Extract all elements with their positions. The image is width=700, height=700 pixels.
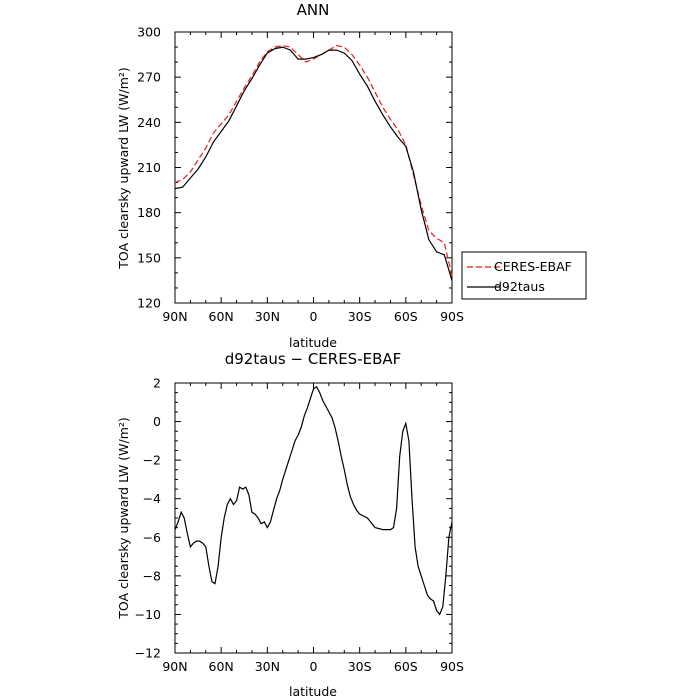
- y-tick-label: 240: [137, 115, 161, 130]
- bottom-panel-title: d92taus − CERES-EBAF: [225, 350, 402, 368]
- x-tick-label: 90S: [440, 309, 464, 324]
- y-tick-label: −6: [143, 530, 161, 545]
- y-tick-label: 270: [137, 70, 161, 85]
- y-tick-label: 2: [153, 376, 161, 391]
- y-tick-label: 210: [137, 160, 161, 175]
- top-panel-title: ANN: [297, 1, 330, 19]
- x-tick-label: 60S: [394, 309, 418, 324]
- x-tick-label: 90N: [162, 309, 187, 324]
- top-y-axis-label: TOA clearsky upward LW (W/m²): [116, 67, 131, 270]
- top-x-axis-label: latitude: [289, 335, 337, 350]
- y-tick-label: −10: [135, 607, 161, 622]
- top-series-layer: [174, 44, 453, 281]
- y-tick-label: 0: [153, 414, 161, 429]
- bottom-y-axis: 2 0 −2 −4 −6 −8 −10 −12: [135, 376, 452, 661]
- legend: CERES-EBAF d92taus: [461, 251, 587, 300]
- legend-box: [461, 251, 587, 300]
- top-y-axis: 120 150 180 210 240 270 300: [137, 25, 452, 311]
- x-tick-label: 60N: [209, 309, 234, 324]
- x-tick-label: 60S: [394, 659, 418, 674]
- x-tick-label: 30S: [348, 659, 372, 674]
- y-tick-label: 150: [137, 250, 161, 265]
- series-line-ceres-ebaf: [174, 44, 453, 277]
- x-tick-label: 0: [310, 659, 318, 674]
- bottom-x-axis-label: latitude: [289, 684, 337, 699]
- y-tick-label: −2: [143, 453, 161, 468]
- y-tick-label: 180: [137, 205, 161, 220]
- x-tick-label: 90N: [162, 659, 187, 674]
- series-line-d92taus: [174, 46, 453, 281]
- y-tick-label: 300: [137, 25, 161, 40]
- bottom-panel: d92taus − CERES-EBAF 90N 60N 30N 0 30S 60S 90S…: [116, 350, 464, 699]
- y-tick-label: −12: [135, 646, 161, 661]
- top-panel: ANN 90N 60N 30N 0 30S 60S 90S 120 150 180 210 240 2…: [116, 1, 587, 350]
- top-x-axis: 90N 60N 30N 0 30S 60S 90S: [162, 32, 464, 324]
- y-tick-label: 120: [137, 296, 161, 311]
- x-tick-label: 30N: [255, 309, 280, 324]
- legend-label-ceres-ebaf: CERES-EBAF: [494, 259, 572, 274]
- bottom-x-axis: 90N 60N 30N 0 30S 60S 90S: [162, 383, 464, 674]
- y-tick-label: −8: [143, 568, 161, 583]
- bottom-series-layer: [174, 386, 453, 616]
- bottom-y-axis-label: TOA clearsky upward LW (W/m²): [116, 417, 131, 620]
- series-line-series-0: [174, 386, 453, 616]
- legend-label-d92taus: d92taus: [494, 279, 545, 294]
- x-tick-label: 30S: [348, 309, 372, 324]
- bottom-plot-frame: [174, 382, 453, 654]
- x-tick-label: 90S: [440, 659, 464, 674]
- x-tick-label: 60N: [209, 659, 234, 674]
- y-tick-label: −4: [143, 491, 161, 506]
- x-tick-label: 30N: [255, 659, 280, 674]
- x-tick-label: 0: [310, 309, 318, 324]
- top-plot-frame: [174, 31, 453, 304]
